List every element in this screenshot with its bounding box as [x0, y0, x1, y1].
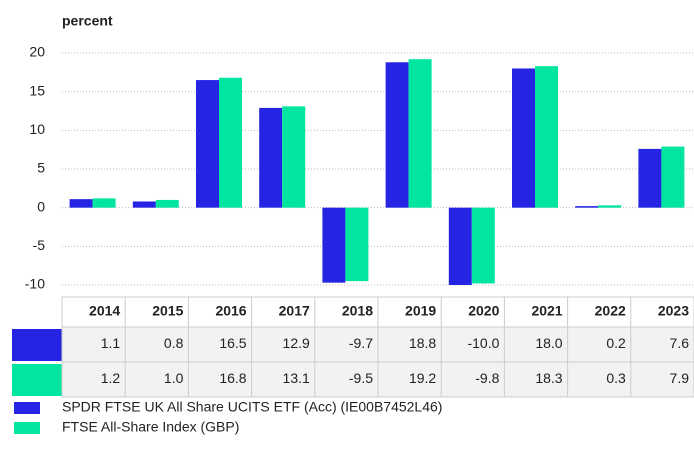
y-tick-label: -5 — [33, 237, 46, 253]
bar — [661, 146, 685, 208]
bar — [598, 205, 622, 208]
bar — [512, 68, 535, 208]
legend-swatch — [12, 329, 62, 361]
table-value: 16.5 — [219, 335, 246, 351]
x-tick-label: 2019 — [405, 303, 436, 319]
x-tick-label: 2014 — [89, 303, 120, 319]
y-tick-label: 20 — [29, 44, 45, 60]
table-value: 13.1 — [283, 370, 310, 386]
table-value: 1.1 — [101, 335, 121, 351]
x-tick-label: 2016 — [215, 303, 246, 319]
table-value: 7.9 — [670, 370, 690, 386]
x-tick-label: 2023 — [658, 303, 689, 319]
bar — [385, 62, 409, 208]
bar — [259, 107, 283, 208]
bar — [575, 206, 599, 208]
bar — [92, 198, 116, 208]
x-tick-label: 2021 — [531, 303, 562, 319]
table-value: 18.3 — [535, 370, 562, 386]
table-value: -9.5 — [349, 370, 373, 386]
table-value: 19.2 — [409, 370, 436, 386]
bar — [219, 77, 242, 208]
bar — [196, 80, 219, 208]
bar — [69, 199, 93, 208]
table-value: 18.8 — [409, 335, 436, 351]
table-value: 7.6 — [670, 335, 690, 351]
bar — [345, 207, 369, 282]
bar — [322, 207, 346, 283]
x-tick-label: 2015 — [152, 303, 183, 319]
bar — [448, 207, 472, 285]
bar — [638, 148, 662, 208]
table-value: 0.8 — [164, 335, 184, 351]
y-tick-label: 15 — [29, 82, 45, 98]
y-tick-label: -10 — [25, 276, 45, 292]
bar — [155, 199, 179, 208]
legend-marker — [14, 402, 40, 414]
x-tick-label: 2022 — [595, 303, 626, 319]
table-value: 1.0 — [164, 370, 184, 386]
bar — [471, 207, 495, 284]
x-tick-label: 2020 — [468, 303, 499, 319]
bar — [282, 106, 306, 208]
table-value: -9.7 — [349, 335, 373, 351]
table-value: 0.3 — [606, 370, 626, 386]
table-value: 12.9 — [283, 335, 310, 351]
bar — [408, 59, 432, 208]
x-tick-label: 2017 — [279, 303, 310, 319]
table-value: 16.8 — [219, 370, 246, 386]
table-value: 0.2 — [606, 335, 626, 351]
legend-label: FTSE All-Share Index (GBP) — [62, 419, 239, 435]
legend-swatch — [12, 364, 62, 396]
table-value: 1.2 — [101, 370, 121, 386]
y-tick-label: 10 — [29, 121, 45, 137]
y-axis-label: percent — [62, 13, 113, 29]
legend-label: SPDR FTSE UK All Share UCITS ETF (Acc) (… — [62, 399, 442, 415]
table-value: -9.8 — [475, 370, 499, 386]
table-value: -10.0 — [467, 335, 499, 351]
y-tick-label: 0 — [37, 198, 45, 214]
bar — [132, 201, 156, 208]
x-tick-label: 2018 — [342, 303, 373, 319]
bar — [535, 66, 558, 208]
table-value: 18.0 — [535, 335, 562, 351]
y-tick-label: 5 — [37, 160, 45, 176]
legend-marker — [14, 422, 40, 434]
